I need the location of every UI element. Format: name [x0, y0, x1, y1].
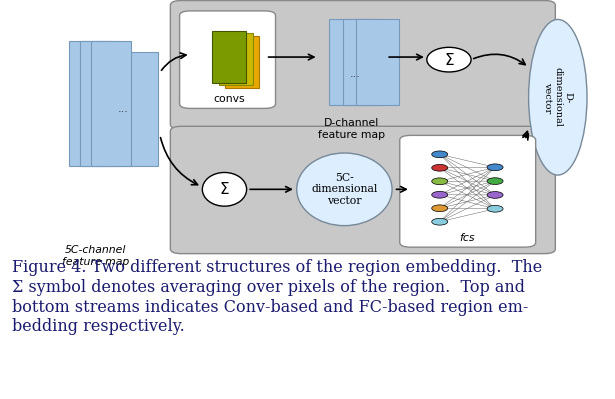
Circle shape: [432, 192, 448, 198]
Ellipse shape: [297, 153, 392, 226]
Circle shape: [487, 178, 503, 184]
FancyBboxPatch shape: [356, 20, 399, 105]
Text: $\Sigma$: $\Sigma$: [219, 181, 230, 198]
Circle shape: [487, 192, 503, 198]
Ellipse shape: [529, 20, 587, 175]
FancyBboxPatch shape: [212, 31, 245, 83]
Text: 5C-channel
feature map: 5C-channel feature map: [62, 245, 129, 267]
FancyBboxPatch shape: [170, 126, 555, 254]
FancyBboxPatch shape: [170, 0, 555, 129]
Circle shape: [487, 205, 503, 212]
Circle shape: [432, 218, 448, 225]
Circle shape: [487, 164, 503, 171]
FancyBboxPatch shape: [180, 11, 276, 109]
Text: $\Sigma$: $\Sigma$: [443, 51, 454, 68]
FancyBboxPatch shape: [225, 36, 259, 88]
Ellipse shape: [427, 47, 471, 72]
Text: D-channel
feature map: D-channel feature map: [318, 118, 386, 140]
Circle shape: [432, 205, 448, 211]
FancyBboxPatch shape: [80, 41, 120, 166]
Text: 5C-
dimensional
vector: 5C- dimensional vector: [311, 173, 378, 206]
FancyBboxPatch shape: [400, 135, 536, 247]
FancyBboxPatch shape: [219, 34, 253, 85]
FancyBboxPatch shape: [343, 20, 386, 105]
FancyBboxPatch shape: [91, 41, 132, 166]
Circle shape: [432, 151, 448, 158]
Text: fcs: fcs: [459, 233, 475, 243]
Text: convs: convs: [213, 94, 245, 104]
Ellipse shape: [202, 172, 247, 206]
FancyBboxPatch shape: [118, 52, 159, 166]
Text: ...: ...: [117, 104, 129, 114]
Circle shape: [432, 164, 448, 171]
Text: Figure 4. Two different structures of the region embedding.  The
Σ symbol denote: Figure 4. Two different structures of th…: [12, 259, 542, 335]
FancyBboxPatch shape: [69, 41, 109, 166]
Text: ...: ...: [350, 69, 361, 79]
Text: D-
dimensional
vector: D- dimensional vector: [543, 67, 573, 127]
Circle shape: [432, 178, 448, 185]
FancyBboxPatch shape: [329, 20, 372, 105]
